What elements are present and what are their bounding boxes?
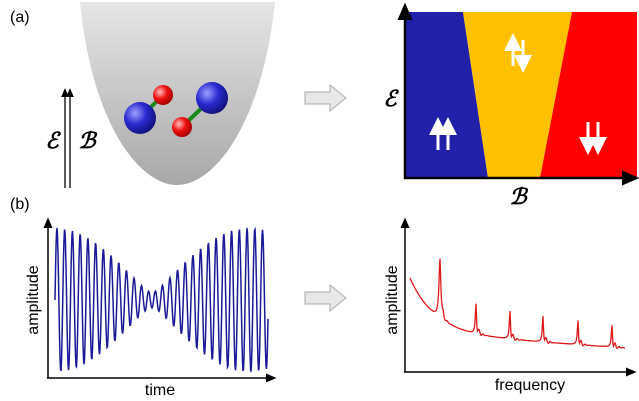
- phase-region: [405, 12, 488, 178]
- atom: [153, 85, 173, 105]
- arrow: [304, 283, 347, 313]
- y-axis-label: ℰ: [383, 86, 399, 112]
- atom: [124, 102, 156, 134]
- x-axis-label: time: [145, 382, 175, 399]
- spectrum: [409, 258, 626, 350]
- arrow: [304, 83, 347, 113]
- panel-label: (a): [10, 9, 30, 26]
- x-axis-label: ℬ: [509, 184, 529, 210]
- atom: [172, 117, 192, 137]
- phase-region: [540, 12, 637, 178]
- time-signal: [54, 226, 269, 372]
- atom: [196, 82, 228, 114]
- trap: [80, 2, 275, 185]
- field-label: ℬ: [78, 128, 98, 154]
- phase-region: [463, 12, 572, 178]
- panel-label: (b): [10, 196, 30, 213]
- field-label: ℰ: [45, 128, 61, 154]
- y-axis-label: amplitude: [384, 265, 401, 334]
- y-axis-label: amplitude: [25, 265, 42, 334]
- spin-icons: [429, 33, 607, 155]
- x-axis-label: frequency: [495, 377, 565, 394]
